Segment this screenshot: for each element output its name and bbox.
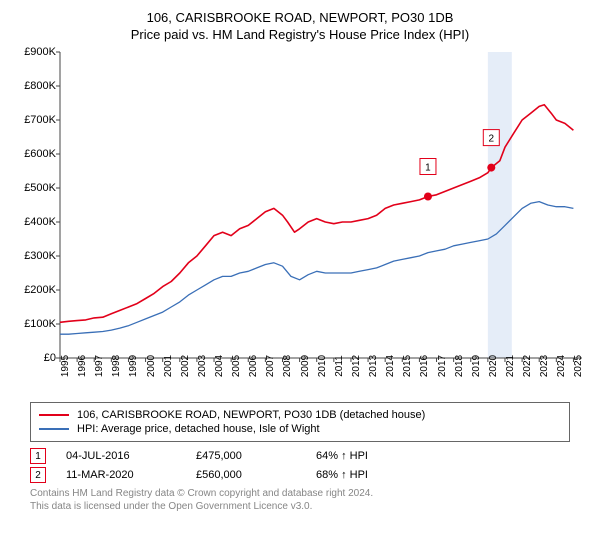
xtick-label: 2008 (282, 355, 293, 377)
sales-row-date: 11-MAR-2020 (66, 469, 196, 481)
legend-row: HPI: Average price, detached house, Isle… (39, 423, 561, 435)
sale-dot-2 (487, 164, 495, 172)
xtick-label: 2005 (231, 355, 242, 377)
xtick-label: 1997 (94, 355, 105, 377)
xtick-label: 2019 (471, 355, 482, 377)
sales-row-badge: 2 (30, 467, 46, 483)
ytick-label: £800K (24, 80, 56, 92)
xtick-label: 2007 (265, 355, 276, 377)
sales-row-date: 04-JUL-2016 (66, 450, 196, 462)
ytick-label: £900K (24, 46, 56, 58)
xtick-label: 2003 (197, 355, 208, 377)
chart-svg: 12 (14, 48, 586, 398)
legend-label: HPI: Average price, detached house, Isle… (77, 423, 320, 435)
xtick-label: 2023 (539, 355, 550, 377)
ytick-label: £300K (24, 250, 56, 262)
ytick-label: £100K (24, 318, 56, 330)
sale-dot-1 (424, 193, 432, 201)
xtick-label: 2002 (180, 355, 191, 377)
xtick-label: 2018 (454, 355, 465, 377)
xtick-label: 2017 (437, 355, 448, 377)
sales-row-price: £475,000 (196, 450, 316, 462)
sales-row-price: £560,000 (196, 469, 316, 481)
xtick-label: 1996 (77, 355, 88, 377)
xtick-label: 2006 (248, 355, 259, 377)
sales-row-hpi: 64% ↑ HPI (316, 450, 436, 462)
xtick-label: 2004 (214, 355, 225, 377)
sales-row-hpi: 68% ↑ HPI (316, 469, 436, 481)
xtick-label: 2024 (556, 355, 567, 377)
ytick-label: £0 (44, 352, 56, 364)
xtick-label: 1999 (128, 355, 139, 377)
sales-table: 1 04-JUL-2016£475,00064% ↑ HPI 2 11-MAR-202… (30, 448, 570, 483)
title-address: 106, CARISBROOKE ROAD, NEWPORT, PO30 1DB (14, 10, 586, 25)
footer: Contains HM Land Registry data © Crown c… (30, 487, 570, 513)
footer-line1: Contains HM Land Registry data © Crown c… (30, 487, 570, 500)
xtick-label: 2022 (522, 355, 533, 377)
xtick-label: 2016 (419, 355, 430, 377)
sales-row: 1 04-JUL-2016£475,00064% ↑ HPI (30, 448, 570, 464)
legend-swatch (39, 428, 69, 430)
sale-badge-label-2: 2 (489, 134, 495, 145)
xtick-label: 2014 (385, 355, 396, 377)
xtick-label: 2021 (505, 355, 516, 377)
ytick-label: £500K (24, 182, 56, 194)
page: 106, CARISBROOKE ROAD, NEWPORT, PO30 1DB… (0, 0, 600, 560)
xtick-label: 2025 (573, 355, 584, 377)
xtick-label: 2015 (402, 355, 413, 377)
xtick-label: 2001 (163, 355, 174, 377)
xtick-label: 2010 (317, 355, 328, 377)
footer-line2: This data is licensed under the Open Gov… (30, 500, 570, 513)
sale-badge-label-1: 1 (425, 163, 431, 174)
ytick-label: £600K (24, 148, 56, 160)
xtick-label: 1995 (60, 355, 71, 377)
xtick-label: 2020 (488, 355, 499, 377)
title-subtitle: Price paid vs. HM Land Registry's House … (14, 27, 586, 42)
xtick-label: 2012 (351, 355, 362, 377)
xtick-label: 2013 (368, 355, 379, 377)
legend-swatch (39, 414, 69, 416)
ytick-label: £200K (24, 284, 56, 296)
xtick-label: 1998 (111, 355, 122, 377)
xtick-label: 2011 (334, 355, 345, 377)
ytick-label: £700K (24, 114, 56, 126)
chart: 12 £0£100K£200K£300K£400K£500K£600K£700K… (14, 48, 586, 398)
sales-row: 2 11-MAR-2020£560,00068% ↑ HPI (30, 467, 570, 483)
legend-row: 106, CARISBROOKE ROAD, NEWPORT, PO30 1DB… (39, 409, 561, 421)
xtick-label: 2000 (146, 355, 157, 377)
xtick-label: 2009 (300, 355, 311, 377)
sales-row-badge: 1 (30, 448, 46, 464)
ytick-label: £400K (24, 216, 56, 228)
legend-label: 106, CARISBROOKE ROAD, NEWPORT, PO30 1DB… (77, 409, 425, 421)
legend: 106, CARISBROOKE ROAD, NEWPORT, PO30 1DB… (30, 402, 570, 442)
